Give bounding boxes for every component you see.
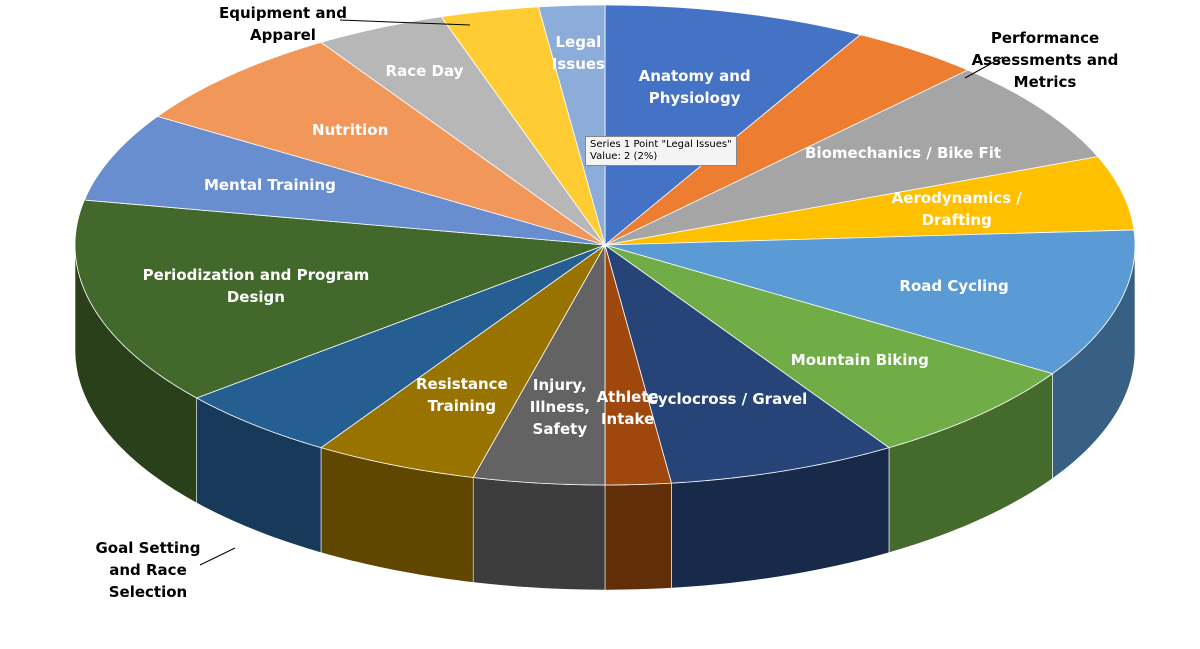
slice-label: Equipment and Apparel (219, 4, 347, 44)
leader-line (964, 56, 1004, 79)
tooltip-line: Series 1 Point "Legal Issues" (590, 139, 732, 150)
slice (604, 34, 969, 246)
slice-label: Biomechanics / Bike Fit (805, 144, 1002, 163)
slice-label: Road Cycling (899, 276, 1009, 295)
slice-label: Mental Training (203, 175, 336, 194)
slice (472, 243, 606, 486)
leader-line (199, 547, 236, 566)
slice-label: Anatomy and Physiology (638, 66, 751, 107)
slice-label: Injury, Illness, Safety (529, 375, 590, 438)
slice (604, 4, 862, 246)
slice (538, 4, 606, 246)
slice-label: Cyclocross / Gravel (646, 389, 808, 408)
slice (604, 229, 1136, 375)
slice-label: Race Day (385, 62, 464, 81)
slice (195, 244, 606, 449)
slice (156, 41, 606, 246)
slice-label: Mountain Biking (790, 351, 929, 370)
slice-label: Aerodynamics / Drafting (891, 189, 1022, 230)
slice (320, 244, 606, 478)
slice (604, 244, 672, 486)
slice (604, 156, 1135, 246)
slice-label: Periodization and Program Design (142, 265, 370, 306)
slice-label: Nutrition (312, 120, 389, 139)
slice (604, 244, 890, 484)
slice-label: Athlete Intake (596, 387, 659, 428)
slice-label: Performance Assessments and Metrics (971, 29, 1119, 91)
leader-line (339, 19, 471, 26)
slice (320, 16, 606, 246)
slice (83, 115, 606, 246)
slice-side (604, 482, 672, 591)
tooltip: Series 1 Point "Legal Issues" Value: 2 (… (585, 136, 737, 166)
slice (74, 199, 606, 399)
slice-side (472, 477, 606, 591)
slice-label: Resistance Training (415, 374, 508, 415)
slice (604, 244, 1054, 449)
slice-label: Goal Setting and Race Selection (95, 539, 201, 601)
tooltip-line: Value: 2 (2%) (590, 151, 658, 162)
slice (604, 69, 1099, 246)
slice-label: Legal Issues (551, 33, 605, 74)
slice (440, 6, 606, 246)
